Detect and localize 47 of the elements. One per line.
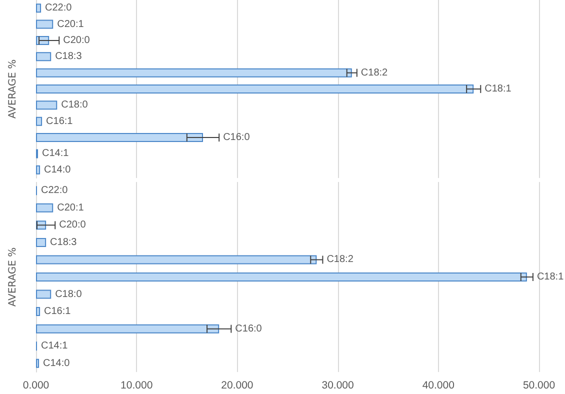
y-axis-title: AVERAGE % xyxy=(8,59,18,119)
category-label: C18:2 xyxy=(326,254,354,266)
category-label: C20:1 xyxy=(57,202,84,214)
category-label: C16:0 xyxy=(223,132,250,144)
bar xyxy=(36,358,40,368)
bar xyxy=(36,4,42,13)
bar xyxy=(36,255,317,264)
category-label: C14:1 xyxy=(42,148,69,160)
category-label: C18:1 xyxy=(484,84,512,94)
bar xyxy=(36,238,46,247)
category-label: C14:1 xyxy=(41,340,68,352)
bar xyxy=(36,165,40,174)
category-label: C16:1 xyxy=(44,306,71,318)
x-tick-label: 40.000 xyxy=(422,380,455,392)
category-label: C18:1 xyxy=(536,272,564,282)
category-label: C18:3 xyxy=(55,51,82,62)
category-label: C20:0 xyxy=(63,34,90,46)
bar xyxy=(36,324,220,334)
bar xyxy=(36,116,42,126)
bar xyxy=(36,68,352,78)
category-label: C18:2 xyxy=(360,67,388,78)
bar xyxy=(36,203,54,212)
category-label: C20:1 xyxy=(57,18,84,30)
bar xyxy=(36,20,54,29)
category-label: C16:0 xyxy=(235,323,262,334)
bar xyxy=(36,52,52,62)
x-tick-label: 30.000 xyxy=(322,380,354,392)
bar xyxy=(36,133,203,142)
category-label: C18:0 xyxy=(61,100,88,111)
bar xyxy=(36,84,474,94)
x-tick-label: 50.000 xyxy=(522,380,556,392)
category-label: C22:0 xyxy=(45,2,72,14)
category-label: C20:0 xyxy=(59,220,86,231)
category-label: C14:0 xyxy=(44,164,71,176)
category-label: C22:0 xyxy=(41,185,68,196)
y-axis-title: AVERAGE % xyxy=(8,247,18,307)
bar xyxy=(36,272,527,282)
category-label: C18:0 xyxy=(55,288,82,300)
x-tick-label: 0.000 xyxy=(22,380,50,392)
category-label: C18:3 xyxy=(50,236,77,248)
bar xyxy=(36,307,40,316)
category-label: C16:1 xyxy=(46,116,73,127)
bar xyxy=(36,100,58,110)
bar xyxy=(36,290,52,299)
x-tick-label: 10.000 xyxy=(120,380,153,392)
x-tick-label: 20.000 xyxy=(221,380,254,392)
category-label: C14:0 xyxy=(43,358,70,369)
